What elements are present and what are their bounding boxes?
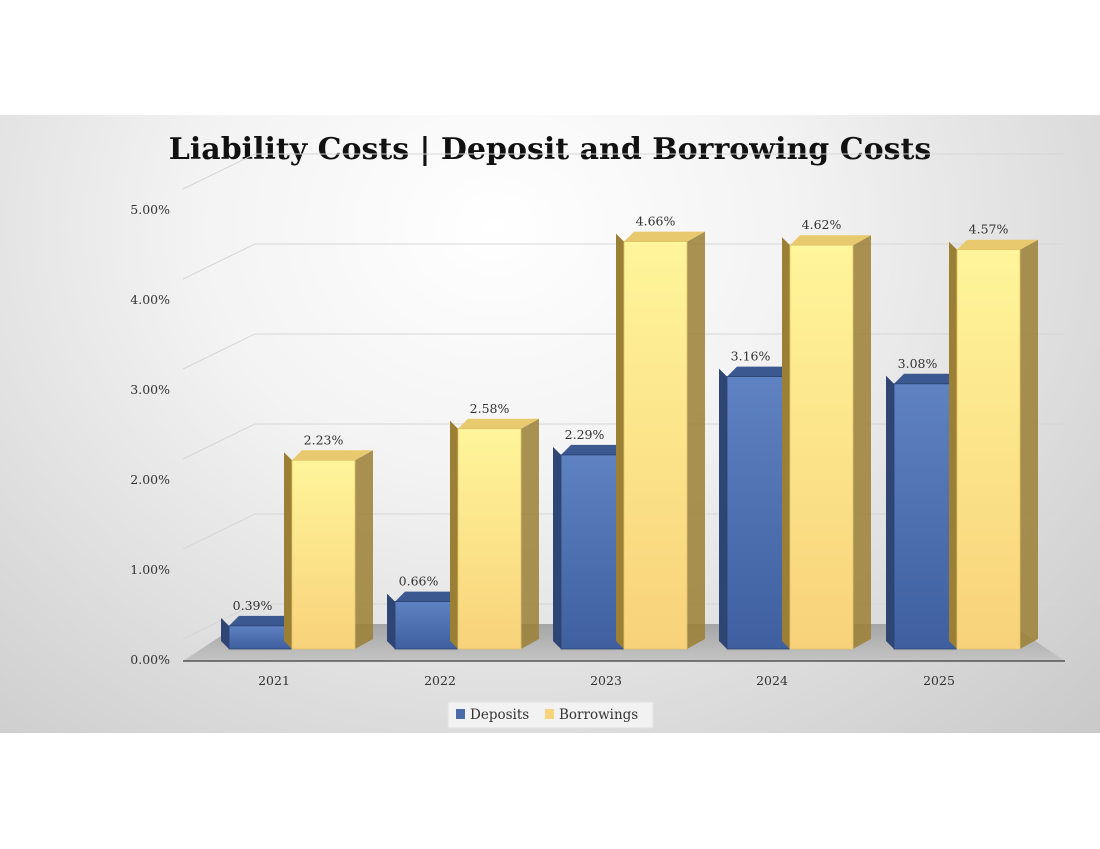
chart-svg: Liability Costs | Deposit and Borrowing … xyxy=(130,132,1065,729)
bar-borrowings-2024 xyxy=(782,235,871,650)
y-tick-label: 4.00% xyxy=(130,292,170,307)
data-label-deposits-2022: 0.66% xyxy=(399,574,439,589)
data-label-borrowings-2022: 2.58% xyxy=(470,401,510,416)
x-tick-label-2024: 2024 xyxy=(756,673,788,688)
x-tick-label-2025: 2025 xyxy=(923,673,955,688)
y-tick-label: 5.00% xyxy=(130,202,170,217)
bar-borrowings-2022 xyxy=(450,418,539,650)
legend-swatch-deposits xyxy=(456,709,465,719)
x-tick-label-2022: 2022 xyxy=(424,673,456,688)
data-label-borrowings-2023: 4.66% xyxy=(636,214,676,229)
x-tick-label-2023: 2023 xyxy=(590,673,622,688)
y-tick-label: 0.00% xyxy=(130,652,170,667)
bar-borrowings-2021 xyxy=(284,450,373,650)
data-label-deposits-2024: 3.16% xyxy=(731,349,771,364)
y-tick-label: 1.00% xyxy=(130,562,170,577)
data-label-borrowings-2021: 2.23% xyxy=(304,432,344,447)
y-axis-ticks: 0.00% 1.00% 2.00% 3.00% 4.00% 5.00% xyxy=(130,202,170,667)
bars xyxy=(221,231,1038,650)
bar-borrowings-2025 xyxy=(949,239,1038,650)
data-label-borrowings-2025: 4.57% xyxy=(969,222,1009,237)
legend: Deposits Borrowings xyxy=(447,701,654,729)
data-label-deposits-2025: 3.08% xyxy=(898,356,938,371)
y-tick-label: 2.00% xyxy=(130,472,170,487)
x-tick-label-2021: 2021 xyxy=(258,673,290,688)
bar-borrowings-2023 xyxy=(616,231,705,650)
data-label-deposits-2023: 2.29% xyxy=(565,427,605,442)
data-label-borrowings-2024: 4.62% xyxy=(802,217,842,232)
y-tick-label: 3.00% xyxy=(130,382,170,397)
bar-deposits-2024 xyxy=(719,366,808,650)
data-label-deposits-2021: 0.39% xyxy=(233,598,273,613)
x-axis-categories: 2021 2022 2023 2024 2025 xyxy=(258,673,955,688)
legend-label-deposits: Deposits xyxy=(470,707,529,723)
chart-panel: Liability Costs | Deposit and Borrowing … xyxy=(0,115,1100,733)
data-labels: 0.39% 2.23% 0.66% 2.58% 2.29% 4.66% 3.16% 4.62%… xyxy=(233,214,1009,613)
gridline xyxy=(182,153,1065,190)
chart-title: Liability Costs | Deposit and Borrowing … xyxy=(169,132,931,167)
legend-swatch-borrowings xyxy=(545,709,554,719)
legend-label-borrowings: Borrowings xyxy=(559,707,638,723)
